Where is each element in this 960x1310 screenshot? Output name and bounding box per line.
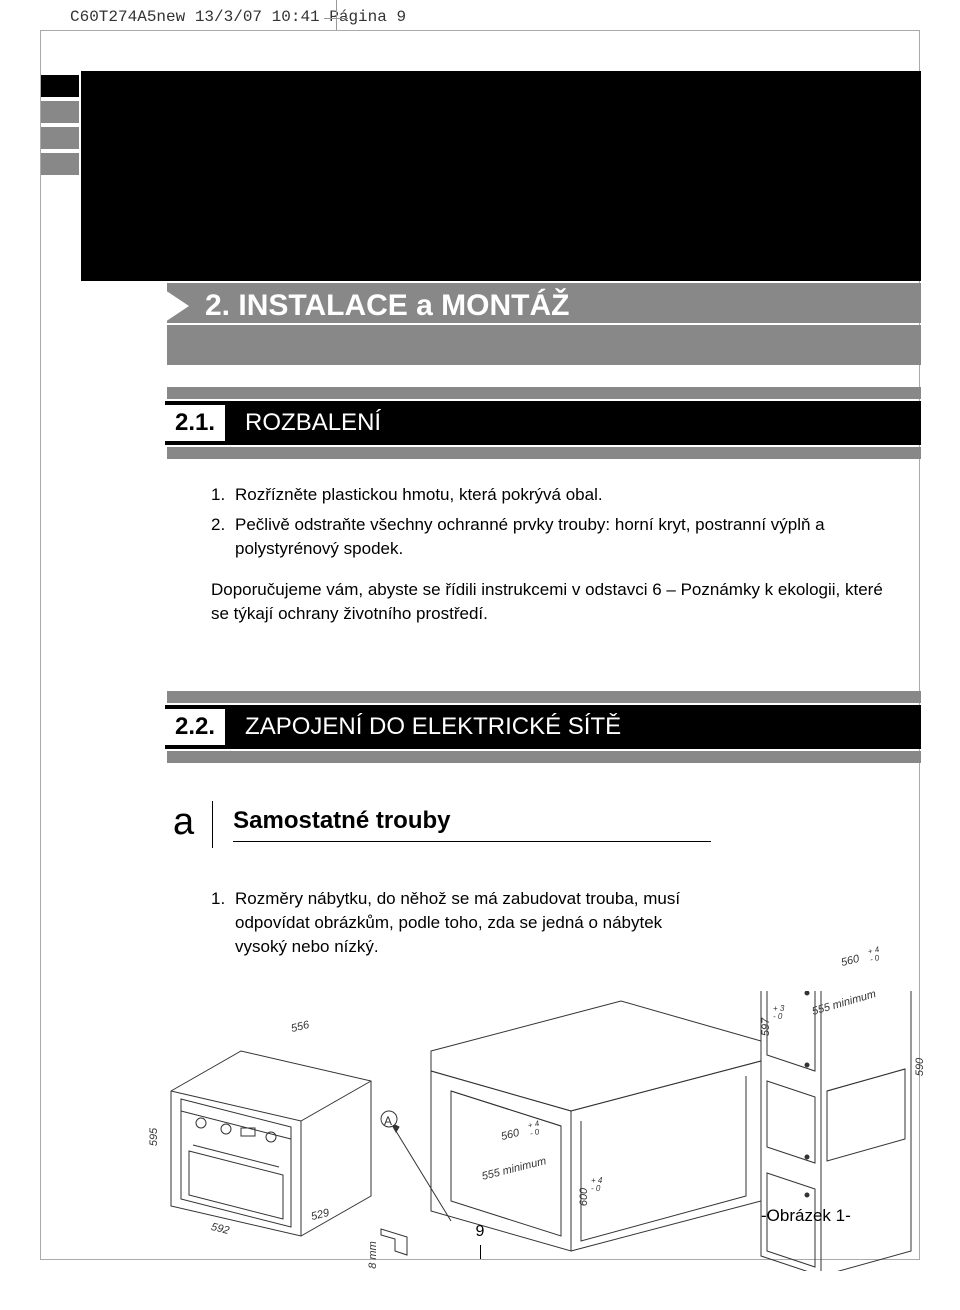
subsection-num: 2.1. [165,405,225,441]
body-para: 1. Rozřízněte plastickou hmotu, která po… [211,483,901,626]
dim-tol: + 4 - 0 [591,1177,602,1193]
subsection-title: ZAPOJENÍ DO ELEKTRICKÉ SÍTĚ [245,713,621,741]
installation-diagram: 556 595 592 529 A 560 + 4 - 0 555 minimu… [141,991,921,1271]
print-header: C60T274A5new 13/3/07 10:41 Página 9 [70,8,406,26]
list-num: 1. [211,483,235,507]
crop-mark [324,0,348,19]
grey-band [167,325,921,365]
dim-560b: 560 [840,953,861,969]
dim-595: 595 [148,1128,160,1146]
section-header: 2. INSTALACE a MONTÁŽ [165,289,569,323]
list-text: Rozměry nábytku, do něhož se má zabudova… [235,887,691,958]
header-black-block [81,71,921,281]
figure-caption: -Obrázek 1- [761,1206,851,1226]
dim-tol: + 3 - 0 [773,1005,784,1021]
list-text: Rozřízněte plastickou hmotu, která pokrý… [235,483,603,507]
mark-a: A [384,1114,392,1128]
page-frame: 2. INSTALACE a MONTÁŽ 2.1. ROZBALENÍ 1. … [40,30,920,1260]
subsection-title: ROZBALENÍ [245,409,381,437]
letter-label: a [165,801,213,848]
grey-thin [167,691,921,703]
arrow-icon [165,290,189,322]
letter-section: a Samostatné trouby [165,801,711,848]
subsection-band: 2.2. ZAPOJENÍ DO ELEKTRICKÉ SÍTĚ [165,705,921,749]
dim-tol: + 4 - 0 [867,946,882,964]
list-num: 2. [211,513,235,561]
tab-grey [41,153,79,175]
page-tick [480,1245,481,1259]
body-para: 1. Rozměry nábytku, do něhož se má zabud… [211,887,691,964]
dim-597: 597 [760,1018,772,1036]
recommendation: Doporučujeme vám, abyste se řídili instr… [211,578,901,626]
letter-title: Samostatné trouby [233,807,710,842]
dim-8mm: 8 mm [367,1241,379,1269]
side-tabs [41,75,79,179]
grey-thin [167,387,921,399]
page-number: 9 [476,1223,485,1241]
grey-thin [167,751,921,763]
subsection-band: 2.1. ROZBALENÍ [165,401,921,445]
list-num: 1. [211,887,235,958]
list-text: Pečlivě odstraňte všechny ochranné prvky… [235,513,901,561]
grey-thin [167,447,921,459]
tab-grey [41,101,79,123]
tab-black [41,75,79,97]
subsection-num: 2.2. [165,709,225,745]
tab-grey [41,127,79,149]
dim-590: 590 [914,1058,926,1076]
section-title: 2. INSTALACE a MONTÁŽ [205,289,569,323]
dim-600: 600 [578,1188,590,1206]
